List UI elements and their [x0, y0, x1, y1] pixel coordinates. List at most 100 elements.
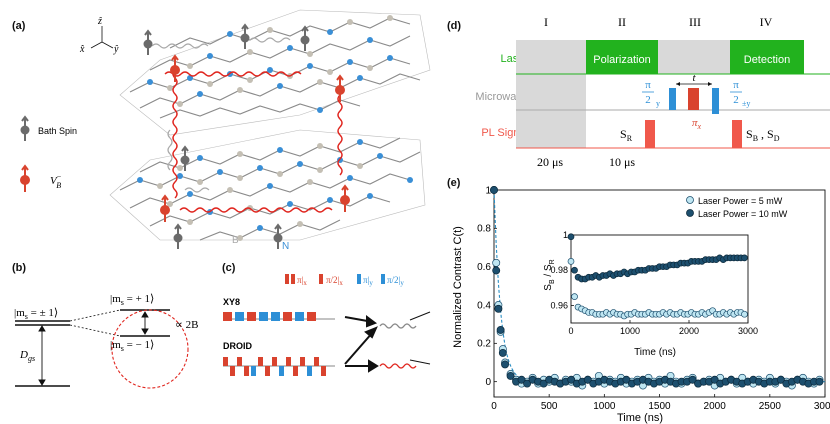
main-xtick-label: 2000 — [704, 401, 727, 412]
vb-coupling-waves — [164, 69, 343, 213]
svg-text:V−B: V− B — [50, 172, 62, 190]
main-point-s1 — [490, 186, 498, 194]
main-point-s1 — [688, 375, 697, 384]
inset-ylabel-div: / S — [543, 264, 554, 279]
legend-vb-sup: − — [57, 172, 62, 181]
panel-label-b: (b) — [12, 262, 27, 274]
svg-text:πx: πx — [692, 117, 702, 131]
t-label: t — [692, 72, 696, 84]
main-ytick-label: 0.8 — [477, 224, 491, 235]
main-xtick-label: 1000 — [593, 401, 616, 412]
seq-droid-label: DROID — [223, 341, 253, 351]
main-point-s1 — [496, 325, 505, 334]
main-point-s0 — [492, 258, 501, 267]
level-pm1-label: |m — [14, 307, 25, 319]
inset-point-s1 — [567, 233, 575, 241]
detection-label: Detection — [744, 54, 790, 66]
main-xtick-label: 3000 — [814, 401, 830, 412]
level-p1-sub: s — [121, 298, 124, 307]
dgs-sub: gs — [28, 354, 35, 363]
main-point-s1 — [622, 375, 631, 384]
main-ytick-label: 0.2 — [477, 339, 491, 350]
sr-label: S — [620, 127, 627, 141]
axis-x: x̂ — [79, 44, 85, 55]
pi2xy-den: 2 — [733, 94, 739, 106]
svg-text:π|x: π|x — [297, 275, 307, 287]
legend-bath-spin-icon — [20, 115, 30, 141]
boron-atoms — [157, 15, 393, 241]
svg-text:π|y: π|y — [363, 275, 373, 287]
sep-label: , — [758, 127, 767, 141]
dgs-label: D — [19, 349, 28, 361]
main-point-s1 — [506, 371, 515, 380]
xy8-output-wave — [379, 323, 417, 329]
main-point-s1 — [710, 375, 719, 384]
inset-ylabel-s: S — [543, 284, 554, 291]
svg-text:π/2|x: π/2|x — [326, 275, 343, 287]
sr-sub: R — [627, 134, 633, 143]
level-pm1-sub: s — [25, 312, 28, 321]
inset-xtick-label: 2000 — [679, 326, 699, 336]
pix-sub: x — [697, 122, 702, 131]
svg-text:π/2|y: π/2|y — [387, 275, 404, 287]
pi2xy-num: π — [733, 79, 739, 91]
legend-5mw: Laser Power = 5 mW — [698, 196, 783, 206]
atom-label-b: B — [232, 235, 239, 246]
main-point-s1 — [523, 379, 532, 388]
legend-pi2-y-sub: y — [400, 279, 404, 287]
seq-xy8-label: XY8 — [223, 297, 240, 307]
bath-coupling-waves — [151, 37, 291, 193]
main-point-s1 — [501, 360, 509, 369]
main-point-s1 — [776, 375, 785, 384]
legend-bath-spin: Bath Spin — [38, 126, 77, 136]
level-m1-sub: s — [121, 344, 124, 353]
col-iv: IV — [760, 15, 773, 29]
duration-1: 20 μs — [537, 155, 563, 169]
inset-ylabel-b: B — [549, 279, 556, 284]
col-ii: II — [618, 15, 626, 29]
row-microwave: Microwave — [475, 91, 528, 103]
level-p1-value: = + 1⟩ — [124, 293, 154, 305]
inset-ytick-label: 0.96 — [550, 300, 568, 310]
bath-spins — [143, 23, 310, 249]
inset-xtick-label: 0 — [568, 326, 573, 336]
panel-label-e: (e) — [447, 177, 461, 189]
highlight-ellipse — [111, 309, 189, 389]
main-ytick-label: 0.6 — [477, 262, 491, 273]
legend-vb-spin-icon — [20, 164, 30, 192]
pulse-sequence-diagram: π|x π/2|x π|y π/2|y XY8 DROID — [223, 274, 431, 376]
pi2y-den: 2 — [645, 94, 651, 106]
energy-level-diagram: |ms = ± 1⟩ |ms = + 1⟩ |ms = − 1⟩ ∝ 2B Dg… — [14, 293, 198, 389]
inset-xtick-label: 1000 — [620, 326, 640, 336]
inset-point-s0 — [567, 258, 575, 265]
inset-xlabel: Time (ns) — [634, 347, 676, 358]
sb-label: S — [746, 127, 753, 141]
legend-vb: V — [50, 175, 58, 187]
svg-text:|ms = + 1⟩: |ms = + 1⟩ — [110, 293, 154, 307]
sd-label: S — [767, 127, 774, 141]
splitting-label: ∝ 2B — [175, 319, 198, 331]
legend-vb-sub: B — [56, 181, 61, 190]
level-p1-label: |m — [110, 293, 121, 305]
main-ytick-label: 0 — [485, 377, 491, 388]
col-i: I — [544, 15, 548, 29]
sb-sub: B — [753, 134, 758, 143]
inset-point-s0 — [571, 293, 578, 300]
inset-frame — [570, 234, 749, 324]
pulse-legend: π|x π/2|x π|y π/2|y — [285, 274, 404, 287]
svg-text:|ms = − 1⟩: |ms = − 1⟩ — [110, 339, 154, 353]
level-m1-value: = − 1⟩ — [124, 339, 154, 351]
legend-pi: π| — [297, 275, 304, 285]
main-legend: Laser Power = 5 mW Laser Power = 10 mW — [686, 196, 788, 219]
main-ytick-label: 1 — [485, 185, 491, 196]
svg-text:Dgs: Dgs — [19, 349, 35, 363]
legend-pi-y-sub: y — [369, 279, 373, 287]
main-ylabel: Normalized Contrast C(t) — [452, 226, 464, 348]
legend-pi-y: π| — [363, 275, 370, 285]
main-point-s1 — [815, 377, 824, 386]
svg-text:SB , SD: SB , SD — [746, 127, 780, 143]
main-xtick-label: 1500 — [648, 401, 671, 412]
droid-pulses — [223, 357, 335, 376]
inset-ytick-label: 1 — [563, 230, 568, 240]
pix-label: π — [692, 117, 698, 129]
